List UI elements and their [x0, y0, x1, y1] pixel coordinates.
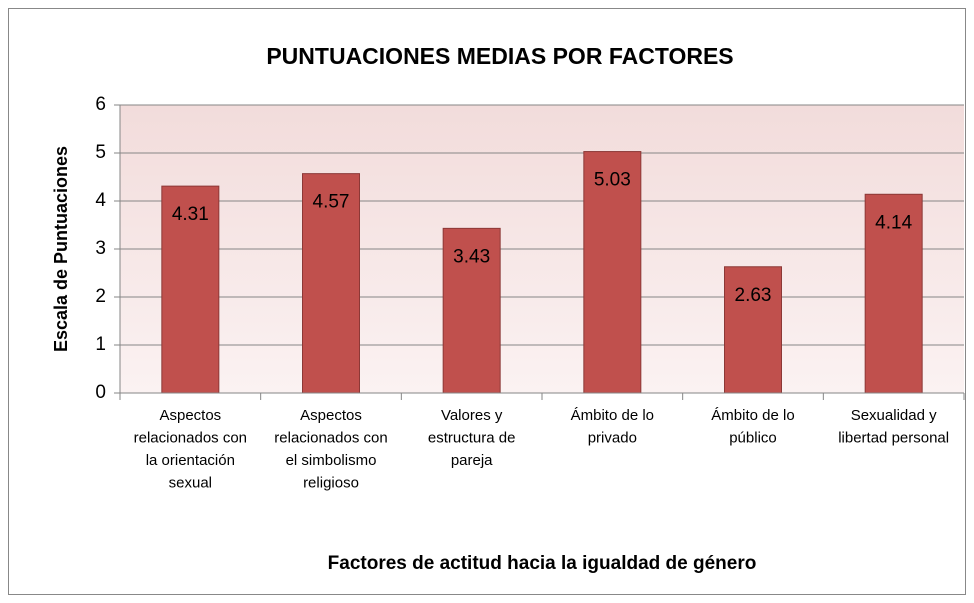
- x-tick-label: Aspectos relacionados con el simbolismo rel…: [274, 407, 387, 492]
- data-label: 2.63: [735, 285, 772, 306]
- y-tick-label: 3: [95, 238, 106, 259]
- y-tick-label: 6: [95, 94, 106, 115]
- data-label: 4.31: [172, 204, 209, 225]
- data-label: 5.03: [594, 170, 631, 191]
- y-tick-label: 2: [95, 286, 106, 307]
- bar: [302, 173, 360, 394]
- x-tick-label: Valores y estructura de pareja: [428, 407, 516, 469]
- y-tick-label: 0: [95, 382, 106, 403]
- x-tick-label: Ámbito de lo privado: [571, 407, 654, 447]
- x-tick-label: Aspectos relacionados con la orientación se…: [134, 407, 247, 492]
- data-label: 4.14: [875, 212, 912, 233]
- y-tick-label: 4: [95, 190, 106, 211]
- bar: [161, 185, 220, 394]
- x-tick-label: Ámbito de lo público: [711, 407, 794, 447]
- chart-title: PUNTUACIONES MEDIAS POR FACTORES: [266, 43, 733, 69]
- x-tick-label: Sexualidad y libertad personal: [838, 407, 949, 447]
- y-tick-label: 1: [95, 334, 106, 355]
- data-label: 4.57: [313, 192, 350, 213]
- y-axis-label: Escala de Puntuaciones: [51, 146, 71, 352]
- bar: [724, 266, 782, 394]
- x-axis-label: Factores de actitud hacia la igualdad de…: [328, 553, 757, 574]
- y-tick-label: 5: [95, 142, 106, 163]
- bar: [442, 227, 501, 394]
- data-label: 3.43: [453, 246, 490, 267]
